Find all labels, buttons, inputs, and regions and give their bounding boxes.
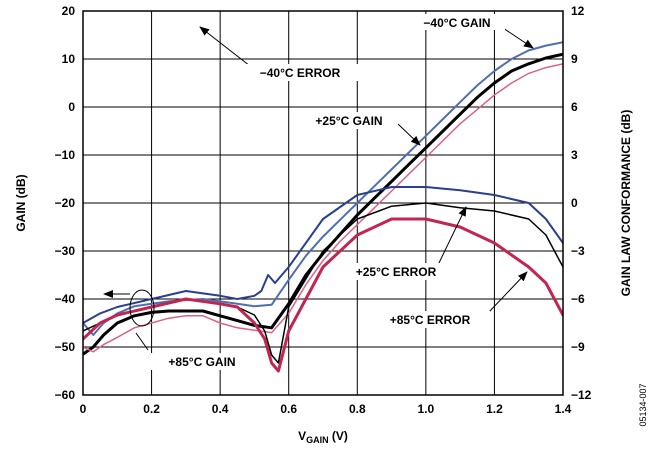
y-left-tick-label: 20 [62, 4, 76, 18]
y-left-tick-label: 10 [62, 52, 76, 66]
y-left-tick-label: 0 [68, 100, 75, 114]
left-axis-indicator [103, 289, 155, 327]
annotation-minus40-error: −40°C ERROR [199, 26, 362, 81]
y-left-tick-label: −20 [55, 196, 76, 210]
y-left-tick-label: −30 [55, 244, 76, 258]
series-line-4 [83, 202, 563, 364]
y-right-tick-label: −12 [571, 388, 592, 402]
figure-id: 05134-007 [638, 383, 648, 426]
x-tick-label: 0 [80, 402, 87, 416]
x-tick-label: 0.6 [280, 402, 297, 416]
series-line-0 [83, 41, 563, 336]
y-right-tick-label: 0 [571, 196, 578, 210]
y-right-tick-label: 6 [571, 100, 578, 114]
annotation-plus85-error: +85°C ERROR [370, 271, 528, 328]
svg-text:+25°C GAIN: +25°C GAIN [315, 114, 382, 128]
svg-text:−40°C GAIN: −40°C GAIN [423, 16, 490, 30]
annotation-minus40-gain: −40°C GAIN [410, 14, 534, 49]
svg-text:+85°C GAIN: +85°C GAIN [168, 355, 235, 369]
plot-frame [82, 10, 564, 396]
svg-text:+25°C ERROR: +25°C ERROR [356, 265, 437, 279]
y-left-tick-labels: 20 10 0 −10 −20 −30 −40 −50 −60 [55, 4, 76, 402]
x-tick-label: 0.8 [349, 402, 366, 416]
x-tick-label: 1.4 [555, 402, 572, 416]
y-left-tick-label: −10 [55, 148, 76, 162]
x-tick-label: 0.4 [212, 402, 229, 416]
y-right-tick-labels: 12 9 6 3 0 −3 −6 −9 −12 [571, 4, 592, 402]
series-line-5 [83, 217, 563, 373]
annotation-plus85-gain: +85°C GAIN [135, 332, 254, 370]
series-layer [83, 41, 563, 373]
y-left-tick-label: −60 [55, 388, 76, 402]
y-right-tick-label: 12 [571, 4, 585, 18]
y-right-axis-title: GAIN LAW CONFORMANCE (dB) [619, 110, 633, 297]
x-tick-label: 0.2 [143, 402, 160, 416]
annotation-plus25-gain: +25°C GAIN [300, 112, 421, 146]
svg-text:+85°C ERROR: +85°C ERROR [390, 313, 471, 327]
annotation-plus25-error: +25°C ERROR [340, 206, 467, 280]
series-line-2 [83, 63, 563, 353]
svg-text:−40°C ERROR: −40°C ERROR [260, 66, 341, 80]
x-tick-labels: 0 0.2 0.4 0.6 0.8 1.0 1.2 1.4 [80, 402, 572, 416]
y-right-tick-label: −3 [571, 244, 585, 258]
x-tick-label: 1.0 [418, 402, 435, 416]
series-line-3 [83, 186, 563, 324]
y-right-tick-label: −9 [571, 340, 585, 354]
y-right-tick-label: 9 [571, 52, 578, 66]
y-left-tick-label: −50 [55, 340, 76, 354]
y-right-tick-label: 3 [571, 148, 578, 162]
y-right-tick-label: −6 [571, 292, 585, 306]
x-tick-label: 1.2 [486, 402, 503, 416]
x-axis-title: VGAIN (V) [298, 429, 348, 445]
y-left-axis-title: GAIN (dB) [14, 174, 28, 231]
y-left-tick-label: −40 [55, 292, 76, 306]
